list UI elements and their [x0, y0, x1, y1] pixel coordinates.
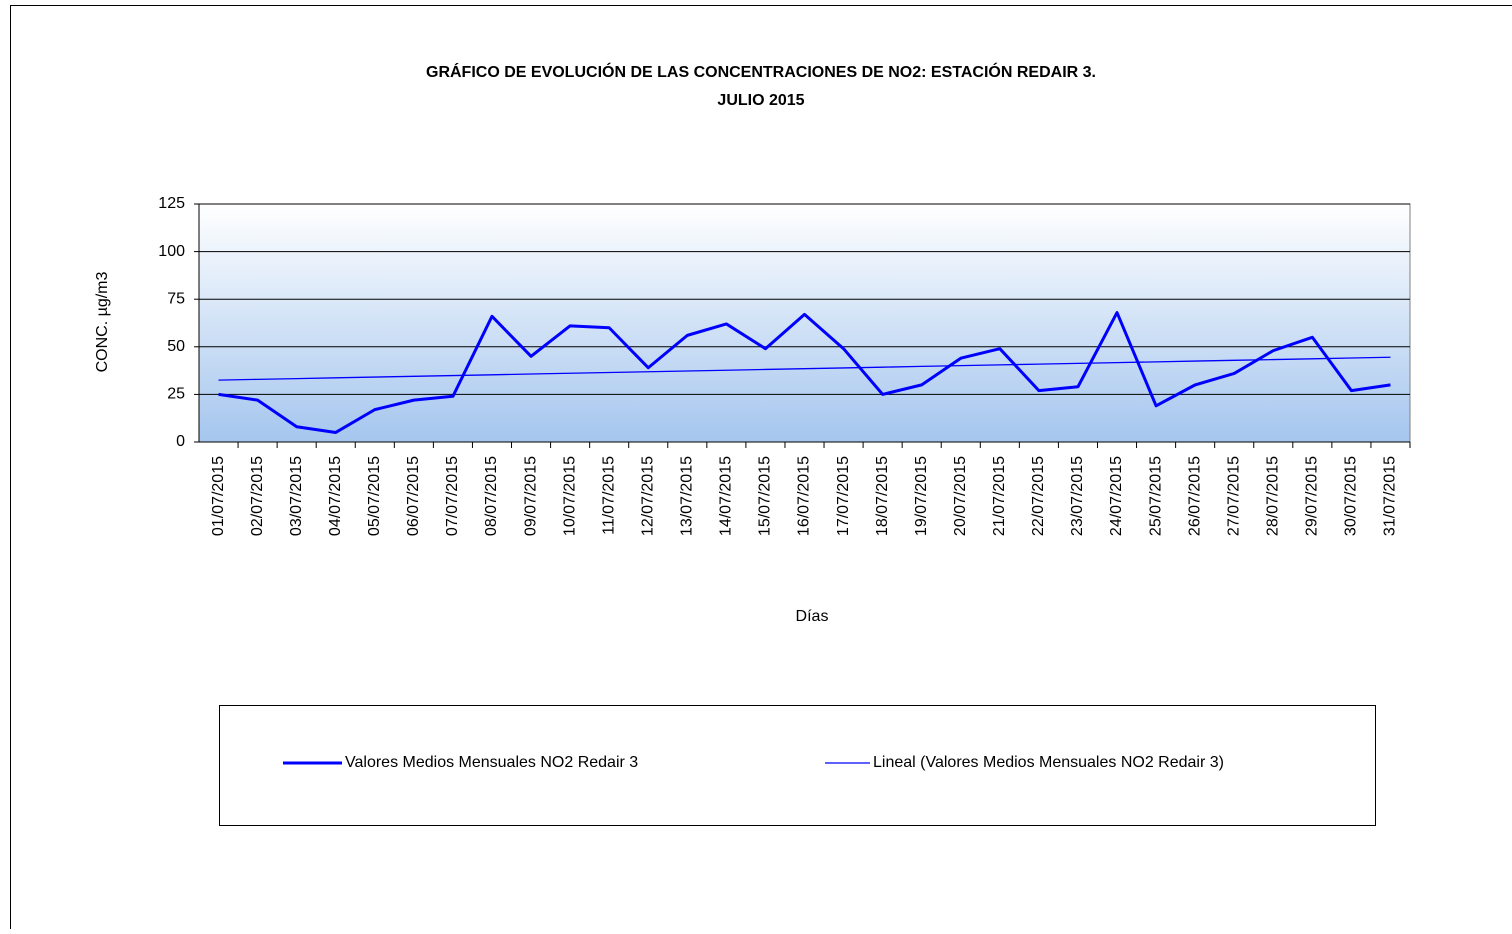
y-tick-label: 25	[167, 386, 185, 403]
chart-subtitle: JULIO 2015	[717, 92, 804, 109]
plot-area	[199, 204, 1410, 442]
x-tick-label: 21/07/2015	[991, 456, 1008, 536]
x-tick-label: 03/07/2015	[288, 456, 305, 536]
x-tick-label: 06/07/2015	[405, 456, 422, 536]
x-tick-label: 09/07/2015	[522, 456, 539, 536]
x-tick-label: 23/07/2015	[1069, 456, 1086, 536]
x-tick-label: 05/07/2015	[366, 456, 383, 536]
x-tick-label: 31/07/2015	[1382, 456, 1399, 536]
x-tick-label: 19/07/2015	[913, 456, 930, 536]
x-tick-label: 13/07/2015	[679, 456, 696, 536]
x-tick-label: 30/07/2015	[1343, 456, 1360, 536]
y-tick-label: 100	[158, 243, 185, 260]
x-tick-label: 11/07/2015	[600, 456, 617, 535]
x-tick-label: 15/07/2015	[757, 456, 774, 536]
y-tick-label: 50	[167, 338, 185, 355]
x-tick-label: 14/07/2015	[718, 456, 735, 536]
x-axis-label: Días	[796, 608, 829, 625]
x-tick-label: 27/07/2015	[1225, 456, 1242, 536]
x-tick-label: 28/07/2015	[1264, 456, 1281, 536]
y-tick-label: 75	[167, 290, 185, 307]
x-tick-label: 10/07/2015	[561, 456, 578, 536]
x-tick-label: 01/07/2015	[210, 456, 227, 536]
x-tick-label: 08/07/2015	[483, 456, 500, 536]
y-tick-label: 0	[176, 433, 185, 450]
x-tick-label: 29/07/2015	[1304, 456, 1321, 536]
x-tick-label: 04/07/2015	[327, 456, 344, 536]
legend-label: Lineal (Valores Medios Mensuales NO2 Red…	[873, 754, 1224, 771]
x-tick-label: 16/07/2015	[796, 456, 813, 536]
y-axis-label: CONC. µg/m3	[94, 272, 111, 373]
y-tick-label: 125	[158, 195, 185, 212]
x-tick-label: 12/07/2015	[639, 456, 656, 536]
x-tick-label: 20/07/2015	[952, 456, 969, 536]
x-tick-label: 22/07/2015	[1030, 456, 1047, 536]
legend-label: Valores Medios Mensuales NO2 Redair 3	[345, 754, 638, 771]
x-tick-label: 18/07/2015	[874, 456, 891, 536]
x-tick-label: 26/07/2015	[1186, 456, 1203, 536]
x-tick-label: 25/07/2015	[1147, 456, 1164, 536]
x-tick-label: 07/07/2015	[444, 456, 461, 536]
x-tick-label: 02/07/2015	[249, 456, 266, 536]
x-tick-label: 24/07/2015	[1108, 456, 1125, 536]
x-tick-label: 17/07/2015	[835, 456, 852, 536]
chart-title: GRÁFICO DE EVOLUCIÓN DE LAS CONCENTRACIO…	[426, 62, 1096, 81]
